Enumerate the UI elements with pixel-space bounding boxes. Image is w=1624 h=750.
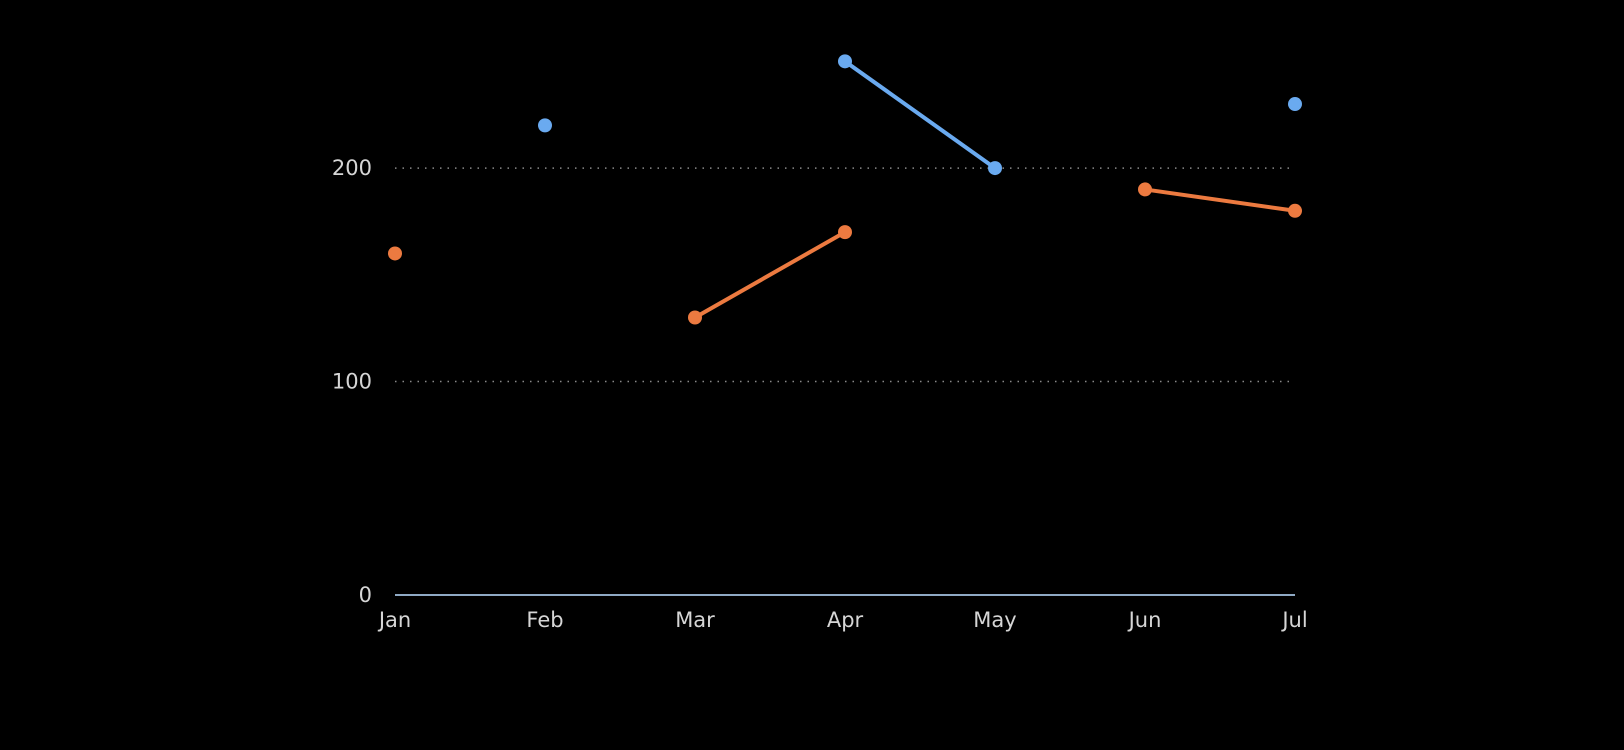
y-tick-label: 200 (332, 156, 372, 180)
x-tick-label: Feb (526, 608, 563, 632)
series-1 (538, 54, 1302, 176)
x-tick-label: Apr (827, 608, 864, 632)
series-2-point (388, 246, 402, 261)
x-tick-label: May (973, 608, 1016, 632)
series-group (388, 54, 1302, 325)
series-1-point (838, 54, 852, 69)
y-axis-ticks: 0 100 200 (332, 156, 372, 607)
series-2-point (1138, 182, 1152, 197)
series-2 (388, 182, 1302, 325)
series-2-point (1288, 203, 1302, 218)
series-2-point (838, 225, 852, 240)
x-tick-label: Jun (1127, 608, 1162, 632)
series-1-point (988, 161, 1002, 176)
series-2-segment (693, 230, 847, 320)
series-2-segment (1143, 187, 1297, 213)
series-1-point (1288, 97, 1302, 112)
series-1-segment (843, 59, 997, 171)
series-1-point (538, 118, 552, 133)
gridlines (395, 167, 1295, 596)
x-tick-label: Jan (377, 608, 411, 632)
x-tick-label: Mar (675, 608, 715, 632)
series-2-point (688, 310, 702, 325)
y-tick-label: 100 (332, 370, 372, 394)
y-tick-label: 0 (359, 583, 372, 607)
x-axis-ticks: Jan Feb Mar Apr May Jun Jul (377, 608, 1308, 632)
x-tick-label: Jul (1280, 608, 1307, 632)
